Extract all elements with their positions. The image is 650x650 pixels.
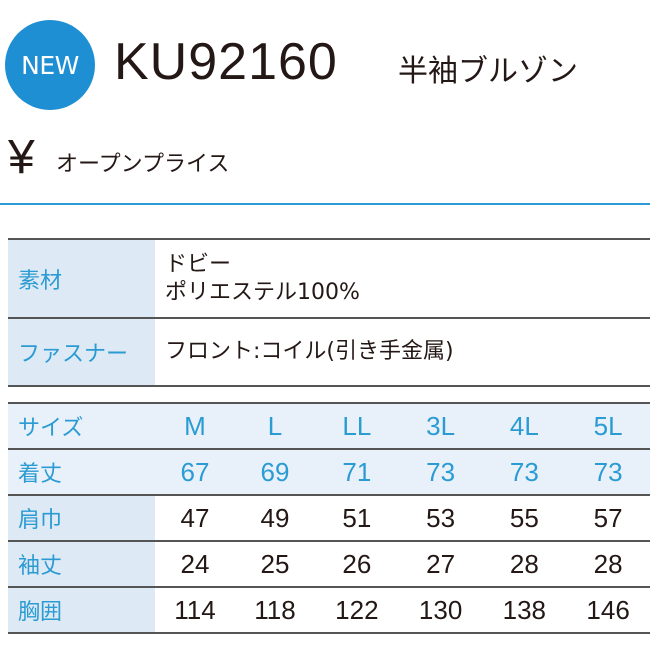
spec-label: ファスナー — [8, 317, 155, 387]
spec-value: ポリエステル100% — [165, 279, 360, 305]
measure-cell: 25 — [235, 541, 315, 588]
size-cell: LL — [315, 402, 399, 450]
measure-cell: 57 — [566, 495, 650, 542]
row-label: 胸囲 — [8, 587, 155, 634]
table-row: 袖丈 24 25 26 27 28 28 — [8, 541, 650, 588]
size-cell: 5L — [566, 402, 650, 450]
measure-cell: 28 — [482, 541, 567, 588]
measure-cell: 67 — [155, 448, 235, 496]
spec-row-material: 素材 ドビー ポリエステル100% — [8, 238, 650, 319]
measure-cell: 73 — [398, 448, 483, 496]
measure-cell: 24 — [155, 541, 235, 588]
product-name: 半袖ブルゾン — [398, 54, 578, 89]
measure-cell: 73 — [566, 448, 650, 496]
size-cell: 3L — [398, 402, 483, 450]
spec-label: 素材 — [8, 238, 155, 319]
size-cell: L — [235, 402, 315, 450]
model-number: KU92160 — [114, 33, 338, 91]
measure-cell: 53 — [398, 495, 483, 542]
yen-symbol: ¥ — [8, 131, 35, 184]
row-label: 着丈 — [8, 448, 155, 496]
measure-cell: 114 — [155, 587, 235, 634]
measure-cell: 122 — [315, 587, 399, 634]
divider — [0, 203, 650, 205]
measure-cell: 55 — [482, 495, 567, 542]
size-table: サイズ M L LL 3L 4L 5L 着丈 67 69 71 73 73 73 肩巾 47 49… — [8, 402, 650, 634]
spec-row-fastener: ファスナー フロント:コイル(引き手金属) — [8, 317, 650, 387]
spec-value: フロント:コイル(引き手金属) — [155, 317, 650, 387]
size-cell: M — [155, 402, 235, 450]
table-row: 肩巾 47 49 51 53 55 57 — [8, 495, 650, 542]
table-row: 胸囲 114 118 122 130 138 146 — [8, 587, 650, 634]
size-label: サイズ — [8, 402, 155, 450]
measure-cell: 26 — [315, 541, 399, 588]
measure-cell: 28 — [566, 541, 650, 588]
measure-cell: 47 — [155, 495, 235, 542]
measure-cell: 49 — [235, 495, 315, 542]
row-label: 袖丈 — [8, 541, 155, 588]
measure-cell: 118 — [235, 587, 315, 634]
measure-cell: 69 — [235, 448, 315, 496]
measure-cell: 146 — [566, 587, 650, 634]
new-badge: NEW — [5, 20, 95, 110]
measure-cell: 27 — [398, 541, 483, 588]
spec-table: 素材 ドビー ポリエステル100% ファスナー フロント:コイル(引き手金属) — [8, 238, 650, 387]
price-text: オープンプライス — [56, 152, 230, 177]
measure-cell: 73 — [482, 448, 567, 496]
size-header-row: サイズ M L LL 3L 4L 5L — [8, 402, 650, 450]
size-cell: 4L — [482, 402, 567, 450]
measure-cell: 51 — [315, 495, 399, 542]
table-row: 着丈 67 69 71 73 73 73 — [8, 448, 650, 496]
measure-cell: 71 — [315, 448, 399, 496]
measure-cell: 138 — [482, 587, 567, 634]
row-label: 肩巾 — [8, 495, 155, 542]
spec-value: ドビー — [165, 251, 232, 277]
measure-cell: 130 — [398, 587, 483, 634]
